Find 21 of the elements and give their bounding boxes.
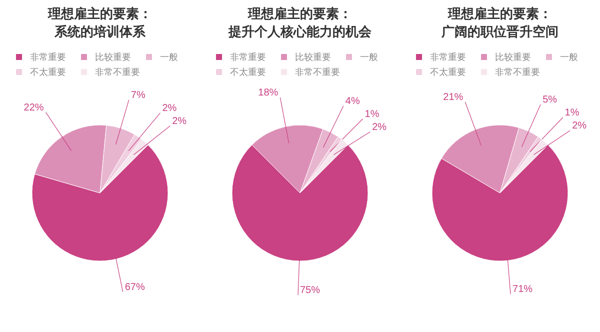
legend-label: 非常不重要 (95, 67, 140, 77)
legend-label: 一般 (560, 52, 578, 62)
legend-label: 非常不重要 (495, 67, 540, 77)
chart-title: 理想雇主的要素： (47, 6, 152, 21)
legend-label: 非常重要 (230, 52, 266, 62)
chart-title: 理想雇主的要素： (247, 6, 352, 21)
legend-label: 不太重要 (430, 67, 466, 77)
legend-label: 不太重要 (30, 67, 66, 77)
legend-label: 不太重要 (230, 67, 266, 77)
legend-label: 比较重要 (295, 52, 331, 62)
legend-label: 比较重要 (95, 52, 131, 62)
legend-label: 一般 (160, 52, 178, 62)
legend-label: 非常不重要 (295, 67, 340, 77)
legend-label: 一般 (360, 52, 378, 62)
chart-title: 理想雇主的要素： (447, 6, 552, 21)
legend-label: 非常重要 (430, 52, 466, 62)
legend-label: 非常重要 (30, 52, 66, 62)
chart-subtitle: 广阔的职位晋升空间 (440, 24, 558, 39)
chart-subtitle: 提升个人核心能力的机会 (228, 24, 372, 39)
legend-label: 比较重要 (495, 52, 531, 62)
chart-subtitle: 系统的培训体系 (54, 24, 146, 39)
